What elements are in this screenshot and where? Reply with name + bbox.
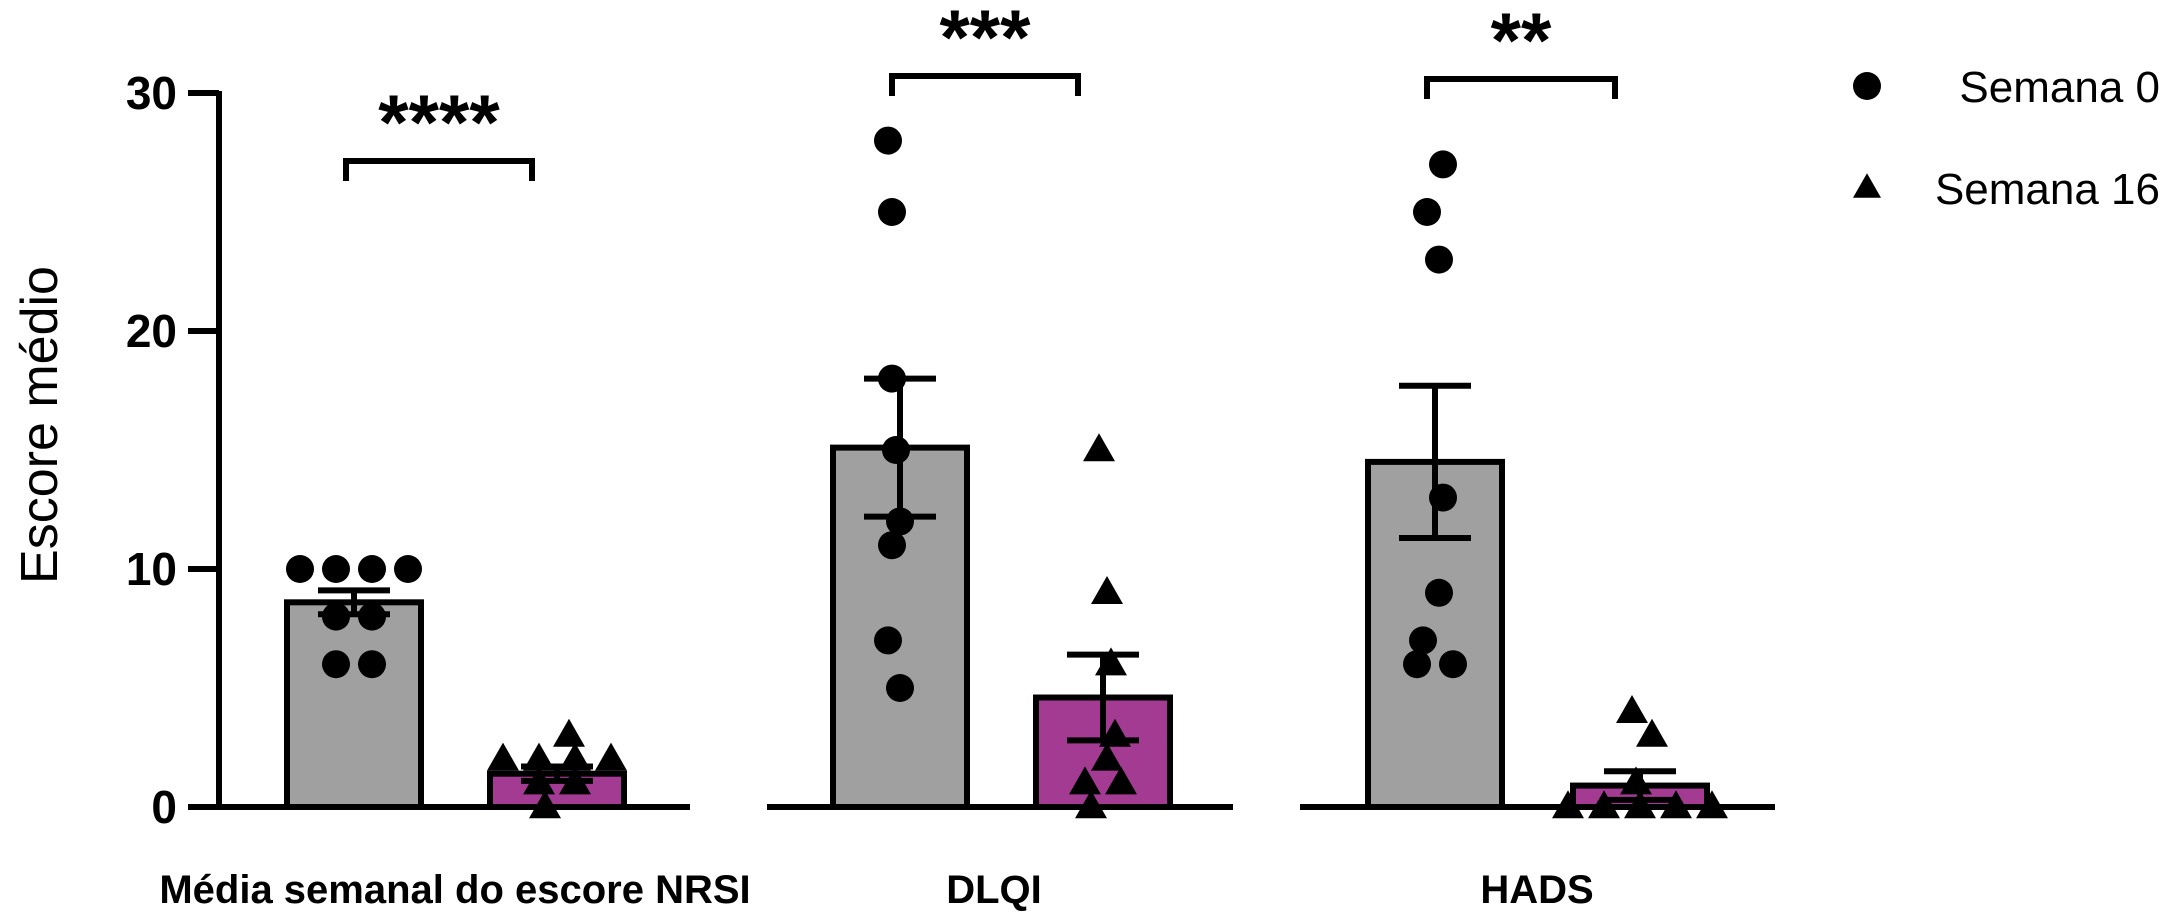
point-semana-16	[553, 718, 585, 747]
point-semana-16	[1091, 576, 1123, 604]
point-semana-0	[874, 626, 902, 655]
significance-bracket	[889, 73, 1081, 96]
significance-bracket	[343, 158, 535, 181]
y-tick-label: 10	[126, 543, 177, 595]
significance-label: **	[1491, 0, 1552, 84]
group-3: ** HADS	[1300, 0, 1775, 912]
y-tick-label: 30	[126, 67, 177, 119]
triangle-marker-icon	[1853, 173, 1881, 198]
point-semana-16	[1099, 718, 1131, 747]
point-semana-16	[1095, 647, 1127, 676]
point-semana-16	[1636, 718, 1668, 747]
point-semana-16	[523, 742, 555, 771]
point-semana-16	[1588, 790, 1620, 819]
point-semana-0	[1403, 650, 1431, 679]
point-semana-0	[878, 531, 906, 560]
point-semana-16	[487, 742, 519, 771]
point-semana-0	[886, 674, 914, 702]
circle-marker-icon	[1853, 72, 1881, 100]
point-semana-0	[1425, 578, 1453, 607]
point-semana-0	[358, 555, 386, 583]
point-semana-0	[1409, 626, 1437, 655]
point-semana-16	[1069, 766, 1101, 795]
point-semana-0	[878, 198, 906, 226]
point-semana-0	[394, 555, 422, 583]
point-semana-0	[886, 507, 914, 536]
point-semana-0	[1439, 650, 1467, 679]
point-semana-0	[878, 364, 906, 393]
point-semana-16	[1696, 790, 1728, 819]
legend-item-semana-16: Semana 16	[1853, 165, 2160, 214]
bar-semana-0	[284, 599, 424, 810]
point-semana-16	[1105, 766, 1137, 795]
legend-label: Semana 0	[1959, 63, 2160, 112]
significance-label: ***	[939, 0, 1031, 81]
point-semana-16	[1552, 790, 1584, 819]
legend-item-semana-0: Semana 0	[1853, 63, 2160, 112]
point-semana-0	[1413, 198, 1441, 226]
point-semana-0	[1425, 245, 1453, 274]
point-semana-0	[358, 650, 386, 679]
point-semana-16	[1075, 790, 1107, 819]
point-semana-16	[1620, 766, 1652, 795]
point-semana-16	[1660, 790, 1692, 819]
point-semana-16	[529, 790, 561, 819]
x-category-label: DLQI	[946, 868, 1042, 912]
point-semana-16	[595, 742, 627, 771]
point-semana-0	[874, 126, 902, 155]
y-tick-label: 20	[126, 305, 177, 357]
group-2: *** DLQI	[767, 0, 1233, 912]
bar-semana-0	[830, 444, 970, 810]
x-category-label: Média semanal do escore NRSI	[159, 868, 750, 912]
point-semana-0	[1429, 483, 1457, 512]
y-axis-label: Escore médio	[11, 266, 69, 584]
point-semana-0	[322, 602, 350, 631]
point-semana-0	[286, 555, 314, 583]
legend: Semana 0 Semana 16	[1853, 63, 2160, 214]
point-semana-16	[1624, 790, 1656, 819]
point-semana-16	[1616, 695, 1648, 723]
point-semana-16	[559, 766, 591, 795]
x-category-label: HADS	[1480, 868, 1593, 912]
point-semana-0	[1429, 150, 1457, 179]
point-semana-16	[1083, 433, 1115, 462]
point-semana-0	[358, 602, 386, 631]
significance-label: ****	[378, 78, 500, 166]
point-semana-0	[322, 555, 350, 583]
point-semana-0	[322, 650, 350, 679]
point-semana-16	[559, 742, 591, 771]
y-tick-label: 0	[151, 781, 177, 833]
group-1: **** Média semanal do escore NRSI	[159, 78, 750, 912]
legend-label: Semana 16	[1935, 165, 2160, 214]
significance-bracket	[1424, 76, 1618, 99]
point-semana-16	[523, 766, 555, 795]
point-semana-16	[1091, 742, 1123, 771]
point-semana-0	[882, 436, 910, 464]
